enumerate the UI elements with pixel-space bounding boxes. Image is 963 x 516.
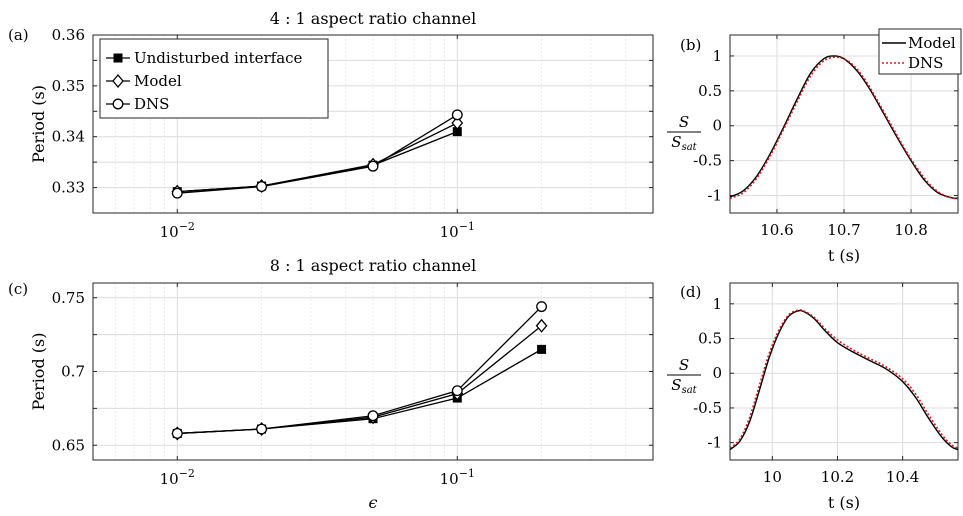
legend: Undisturbed interface Model DNS <box>99 38 329 119</box>
data-point <box>256 423 268 435</box>
x-tick-label-exponent: −1 <box>459 220 475 233</box>
x-tick-label: 10.8 <box>894 221 927 239</box>
y-tick-label: 1 <box>712 295 722 313</box>
panel-b: Model DNS <box>729 28 962 214</box>
plot-area <box>730 309 958 451</box>
x-tick-label: 10 <box>763 468 782 486</box>
legend-entry: Undisturbed interface <box>134 49 303 67</box>
y-tick-label: 0 <box>712 117 722 135</box>
legend-box <box>99 38 329 119</box>
y-tick-label: 0.33 <box>52 179 85 197</box>
data-point <box>256 181 268 193</box>
y-axis-label-denominator-base: S <box>671 376 681 394</box>
x-tick-label-exponent: −2 <box>179 220 195 233</box>
panel-a: Undisturbed interface Model DNS <box>92 34 654 214</box>
y-tick-label: -0.5 <box>693 399 722 417</box>
series-line <box>177 122 458 193</box>
panel-label: (b) <box>680 36 701 54</box>
series-line <box>730 309 958 451</box>
x-tick-label-exponent: −1 <box>459 467 475 480</box>
data-point <box>171 187 183 199</box>
y-axis-label-denominator: Ssat <box>671 133 697 153</box>
legend-entry: DNS <box>908 54 943 72</box>
panel-title: 4 : 1 aspect ratio channel <box>270 9 476 28</box>
legend-entry: Model <box>908 34 956 52</box>
x-tick-label: 10−2 <box>160 467 195 488</box>
panel-c <box>92 282 654 461</box>
panel-label: (c) <box>8 280 28 298</box>
x-tick-label: 10.7 <box>827 221 860 239</box>
y-axis-label-numerator: S <box>679 113 689 131</box>
y-axis-label: Period (s) <box>29 85 48 163</box>
x-tick-label-base: 10 <box>440 223 459 241</box>
data-point <box>537 344 547 354</box>
axes-box <box>729 282 959 461</box>
x-tick-label-base: 10 <box>160 470 179 488</box>
x-tick-label-base: 10 <box>160 223 179 241</box>
y-tick-label: 1 <box>712 47 722 65</box>
data-point <box>367 410 379 422</box>
data-point <box>451 115 464 130</box>
plot-area <box>177 306 543 435</box>
y-axis-label-denominator-base: S <box>671 133 681 151</box>
legend-marker <box>112 73 124 89</box>
legend-box <box>878 28 962 75</box>
y-tick-label: 0.75 <box>52 289 85 307</box>
data-point <box>451 385 463 397</box>
series-line <box>730 309 958 449</box>
panel-d <box>729 282 959 461</box>
y-axis-label-denominator-sub: sat <box>682 142 698 153</box>
data-point <box>171 428 183 439</box>
x-tick-label: 10.4 <box>886 468 919 486</box>
panel-title: 8 : 1 aspect ratio channel <box>270 256 476 275</box>
y-tick-label: 0.65 <box>52 436 85 454</box>
data-point <box>535 318 548 333</box>
y-tick-label: -0.5 <box>693 152 722 170</box>
x-tick-label-exponent: −2 <box>179 467 195 480</box>
plot-area <box>177 114 458 194</box>
y-tick-label: 0.5 <box>698 330 722 348</box>
x-tick-label: 10−2 <box>160 220 195 241</box>
y-tick-label: 0.34 <box>52 128 85 146</box>
y-tick-label: 0.36 <box>52 26 85 44</box>
x-axis-label: t (s) <box>828 246 860 265</box>
plot-area <box>730 55 958 200</box>
legend-marker <box>112 98 124 110</box>
x-tick-label: 10−1 <box>440 220 475 241</box>
x-tick-label: 10.2 <box>821 468 854 486</box>
data-point <box>451 109 463 121</box>
x-axis-label: ϵ <box>369 493 378 512</box>
y-tick-label: 0.7 <box>61 363 85 381</box>
y-tick-label: 0.35 <box>52 77 85 95</box>
legend-marker <box>113 53 123 63</box>
y-tick-label: 0 <box>712 364 722 382</box>
legend-entry: DNS <box>134 95 169 113</box>
y-tick-label: -1 <box>707 187 722 205</box>
y-axis-label-denominator: Ssat <box>671 376 697 396</box>
data-point <box>367 160 379 172</box>
x-tick-label: 10.6 <box>760 221 793 239</box>
panel-label: (d) <box>680 283 701 301</box>
axes-box <box>92 34 654 214</box>
y-axis-label-numerator: S <box>679 356 689 374</box>
x-tick-label-base: 10 <box>440 470 459 488</box>
series-line <box>730 55 958 200</box>
legend: Model DNS <box>878 28 962 75</box>
x-tick-label: 10−1 <box>440 467 475 488</box>
data-point <box>536 301 548 313</box>
y-axis-label: Period (s) <box>29 333 48 411</box>
series-line <box>177 114 458 194</box>
y-tick-label: 0.5 <box>698 82 722 100</box>
y-axis-label-denominator-sub: sat <box>682 385 698 396</box>
x-axis-label: t (s) <box>828 493 860 512</box>
panel-label: (a) <box>8 26 29 44</box>
legend-entry: Model <box>134 72 182 90</box>
y-tick-label: -1 <box>707 434 722 452</box>
